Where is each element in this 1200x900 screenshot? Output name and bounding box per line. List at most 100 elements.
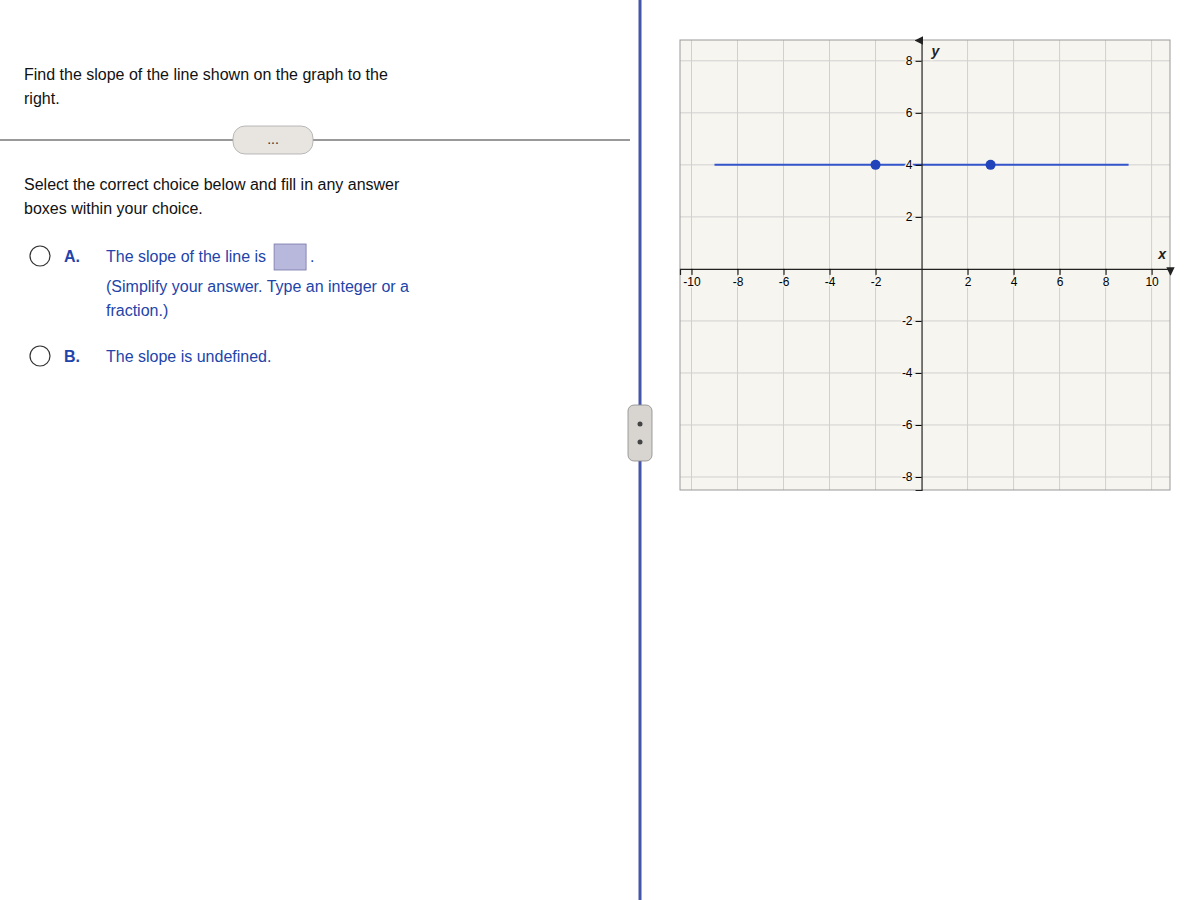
x-tick: 10 [1145,269,1159,290]
grid-line-x [829,40,830,490]
canvas: Find the slope of the line shown on the … [0,0,1200,900]
choice-text: (Simplify your answer. Type an integer o… [106,278,409,295]
x-tick-label: -6 [779,275,790,289]
x-tick-mark [1106,269,1107,275]
radio-button[interactable] [30,246,50,266]
grid-line-y [680,60,1170,61]
y-tick: -8 [902,470,922,484]
grid-line-x [875,40,876,490]
divider-handle[interactable] [628,405,652,461]
section-divider [0,139,630,141]
y-tick: -6 [902,418,922,432]
x-tick: -6 [779,269,790,290]
radio-button[interactable] [30,346,50,366]
choice-label: B. [64,348,80,365]
grid-line-y [680,424,1170,425]
x-tick-mark [1014,269,1015,275]
grid-line-x [1105,40,1106,490]
answer-box[interactable] [274,244,306,270]
instruction-line: Select the correct choice below and fill… [24,176,400,193]
x-tick-label: -10 [683,275,701,289]
x-tick-label: -8 [733,275,744,289]
grid [680,40,1170,490]
grid-line-y [680,320,1170,321]
y-tick-label: -8 [902,470,913,484]
y-tick-mark [916,113,922,114]
plot-frame [680,40,1170,490]
x-tick-mark [1060,269,1061,275]
x-axis: -10 -8 -6 -4 -2 2 4 6 8 10 [681,269,1171,290]
y-tick: 8 [906,54,922,68]
x-tick-label: 2 [965,275,972,289]
x-tick-mark [1152,269,1153,275]
x-tick-mark [738,269,739,275]
y-axis-label: y [931,43,941,59]
y-tick: 6 [906,106,922,120]
grid-line-y [680,476,1170,477]
grid-line-y [680,372,1170,373]
title-line: Find the slope of the line shown on the … [24,66,388,83]
x-tick-label: 8 [1103,275,1110,289]
grid-line-x [1059,40,1060,490]
answer-period: . [310,248,314,265]
x-tick-mark [692,269,693,275]
y-tick-label: 6 [906,106,913,120]
more-button[interactable] [233,126,313,154]
x-tick-mark [968,269,969,275]
y-tick-mark [916,425,922,426]
y-tick-label: -4 [902,366,913,380]
y-tick: -2 [902,314,922,328]
y-tick-mark [916,61,922,62]
y-tick-mark [916,217,922,218]
y-tick-label: 2 [906,210,913,224]
series-point [871,160,881,170]
choice-text: fraction.) [106,302,168,319]
grid-line-x [1013,40,1014,490]
y-tick-mark [916,477,922,478]
graph: -10 -8 -6 -4 -2 2 4 6 8 10 -8 -6 -4 -2 2 4 6 8 x y [680,40,1171,491]
choice-text: The slope is undefined. [106,348,271,365]
y-tick-label: 8 [906,54,913,68]
x-tick-mark [830,269,831,275]
grid-line-y [680,112,1170,113]
series-point [986,160,996,170]
grid-line-x [737,40,738,490]
x-tick: -2 [871,269,882,290]
x-tick: -8 [733,269,744,290]
y-tick: 4 [906,158,922,172]
x-tick-label: -4 [825,275,836,289]
x-tick: 8 [1103,269,1110,290]
more-button-label: ... [267,131,279,147]
grid-line-x [783,40,784,490]
x-tick-mark [876,269,877,275]
instruction-line: boxes within your choice. [24,200,203,217]
question-panel: Find the slope of the line shown on the … [0,66,630,366]
grid-line-y [680,216,1170,217]
y-tick-label: -6 [902,418,913,432]
y-tick-mark [916,165,922,166]
y-tick-mark [916,373,922,374]
x-tick: 6 [1057,269,1064,290]
y-tick-label: 4 [906,158,913,172]
y-tick-label: -2 [902,314,913,328]
x-tick-label: 10 [1145,275,1159,289]
x-tick: -4 [825,269,836,290]
x-tick: -10 [683,269,701,290]
divider-handle-dot [638,422,643,427]
x-tick: 2 [965,269,972,290]
y-tick: -4 [902,366,922,380]
choice-label: A. [64,248,80,265]
grid-line-x [967,40,968,490]
y-tick-mark [916,321,922,322]
title-line: right. [24,90,60,107]
x-tick-mark [784,269,785,275]
grid-line-x [1151,40,1152,490]
x-tick-label: -2 [871,275,882,289]
x-axis-label: x [1157,246,1167,262]
x-tick: 4 [1011,269,1018,290]
y-tick: 2 [906,210,922,224]
x-tick-label: 4 [1011,275,1018,289]
x-axis-line [681,269,1171,275]
y-axis: -8 -6 -4 -2 2 4 6 8 [902,41,922,491]
y-axis-line [916,41,923,491]
